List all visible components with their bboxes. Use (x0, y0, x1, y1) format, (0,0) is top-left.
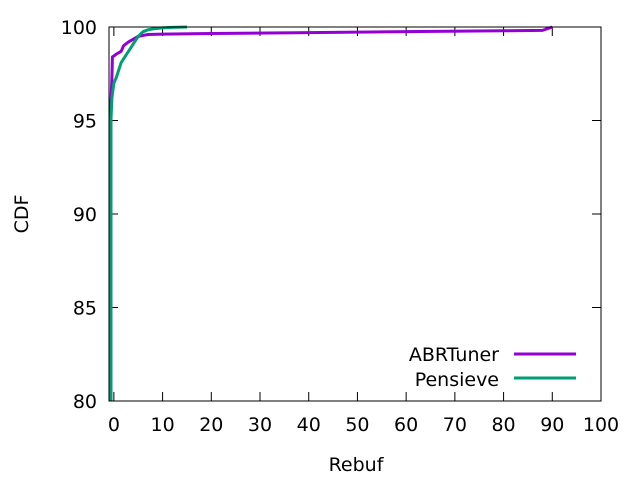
y-tick-label: 90 (73, 204, 97, 226)
x-tick-label: 40 (297, 414, 321, 436)
x-tick-label: 100 (583, 414, 619, 436)
y-tick-label: 95 (73, 111, 97, 133)
x-tick-label: 50 (345, 414, 369, 436)
x-tick-label: 0 (108, 414, 120, 436)
x-axis-title: Rebuf (329, 454, 385, 476)
tick-marks (109, 26, 602, 402)
y-tick-label: 100 (61, 17, 97, 39)
series-line-pensieve (109, 25, 187, 401)
x-tick-label: 80 (491, 414, 515, 436)
x-tick-label: 20 (199, 414, 223, 436)
x-tick-label: 70 (443, 414, 467, 436)
x-tick-label: 10 (150, 414, 174, 436)
legend: ABRTuner Pensieve (409, 344, 576, 391)
legend-label-pensieve: Pensieve (415, 369, 499, 391)
legend-label-abrtuner: ABRTuner (409, 344, 499, 366)
y-axis-title: CDF (11, 195, 33, 234)
plot-frame (108, 26, 602, 402)
y-tick-labels: 80 85 90 95 100 (61, 17, 97, 413)
y-tick-label: 80 (73, 391, 97, 413)
y-tick-label: 85 (73, 298, 97, 320)
x-tick-label: 30 (248, 414, 272, 436)
x-tick-label: 60 (394, 414, 418, 436)
series-lines (109, 25, 553, 401)
x-tick-label: 90 (540, 414, 564, 436)
x-tick-labels: 0 10 20 30 40 50 60 70 80 90 100 (108, 414, 619, 436)
